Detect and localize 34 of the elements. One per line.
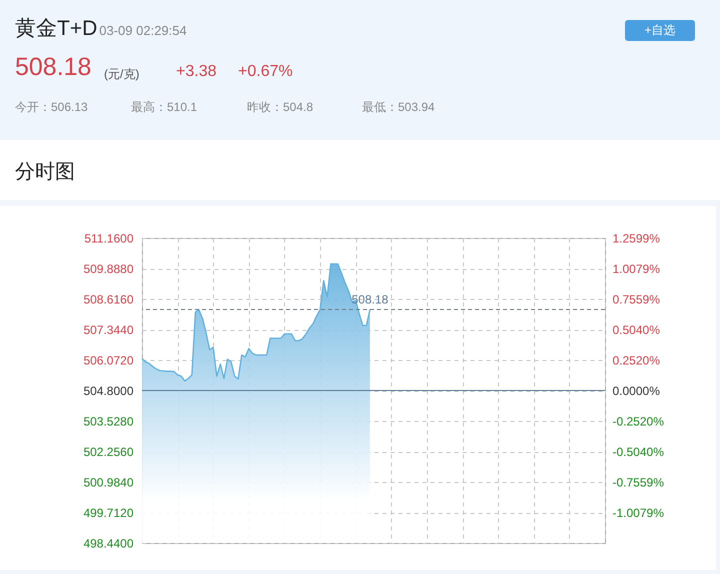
y-tick-label: 503.5280	[83, 414, 134, 428]
y-tick-label: 502.2560	[83, 445, 134, 459]
y-tick-label: 506.0720	[83, 354, 134, 368]
y2-tick-label: -0.5040%	[612, 445, 664, 460]
text: 今开：506.13	[15, 99, 88, 116]
y-tick-label: 504.8000	[83, 384, 134, 398]
text: 昨收：504.8	[247, 99, 314, 116]
text: 最低：503.94	[362, 99, 435, 116]
y-tick-label: 508.6160	[83, 292, 134, 306]
y2-tick-label: 0.0000%	[612, 384, 660, 398]
chart-subtitle: 03-09 02:29:54	[99, 23, 187, 38]
text: +0.67%	[238, 63, 293, 81]
y2-tick-label: -0.7559%	[612, 475, 664, 490]
y-tick-label: 500.9840	[83, 476, 134, 490]
y-tick-label: 511.1600	[84, 232, 134, 246]
y2-tick-label: 1.2599%	[612, 232, 660, 246]
y2-tick-label: 0.7559%	[612, 292, 660, 307]
y2-tick-label: 1.0079%	[612, 262, 660, 276]
y-tick-label: 507.3440	[83, 323, 134, 337]
y2-tick-label: -0.2520%	[612, 414, 664, 428]
y-tick-label: 499.7120	[83, 506, 134, 520]
text: +3.38	[176, 63, 216, 81]
y2-tick-label: -1.0079%	[612, 506, 664, 520]
ref-line-label: 508.18	[352, 292, 389, 306]
text: (元/克)	[104, 66, 140, 83]
y2-tick-label: 0.2520%	[612, 354, 660, 368]
text: 508.18	[15, 53, 92, 82]
text: 分时图	[15, 160, 75, 185]
text: +自选	[625, 20, 695, 41]
y2-tick-label: 0.5040%	[612, 322, 660, 337]
y-tick-label: 498.4400	[83, 536, 134, 550]
chart-title: 黄金T+D	[15, 16, 98, 42]
text: 最高：510.1	[131, 99, 198, 116]
y-tick-label: 509.8880	[83, 262, 134, 276]
